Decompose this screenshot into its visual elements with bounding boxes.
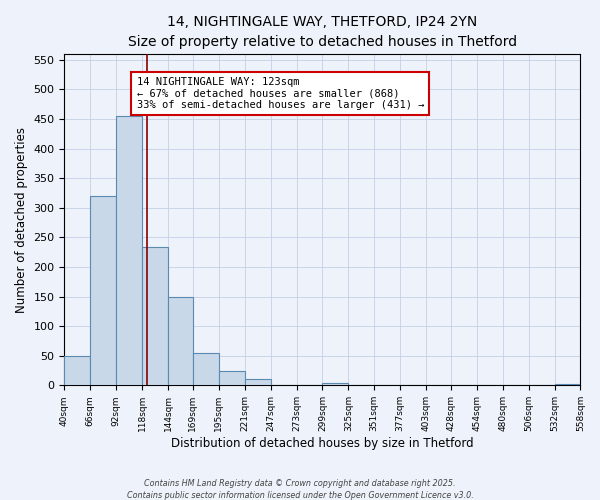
- Bar: [219, 370, 245, 386]
- Bar: [322, 383, 349, 386]
- Bar: [142, 248, 168, 386]
- X-axis label: Distribution of detached houses by size in Thetford: Distribution of detached houses by size …: [171, 437, 474, 450]
- Bar: [554, 384, 581, 386]
- Text: Contains HM Land Registry data © Crown copyright and database right 2025.
Contai: Contains HM Land Registry data © Crown c…: [127, 478, 473, 500]
- Bar: [116, 116, 142, 386]
- Title: 14, NIGHTINGALE WAY, THETFORD, IP24 2YN
Size of property relative to detached ho: 14, NIGHTINGALE WAY, THETFORD, IP24 2YN …: [128, 15, 517, 48]
- Text: 14 NIGHTINGALE WAY: 123sqm
← 67% of detached houses are smaller (868)
33% of sem: 14 NIGHTINGALE WAY: 123sqm ← 67% of deta…: [137, 77, 424, 110]
- Bar: [245, 380, 271, 386]
- Bar: [168, 296, 193, 386]
- Bar: [64, 356, 91, 386]
- Bar: [193, 354, 219, 386]
- Bar: [91, 196, 116, 386]
- Y-axis label: Number of detached properties: Number of detached properties: [15, 126, 28, 312]
